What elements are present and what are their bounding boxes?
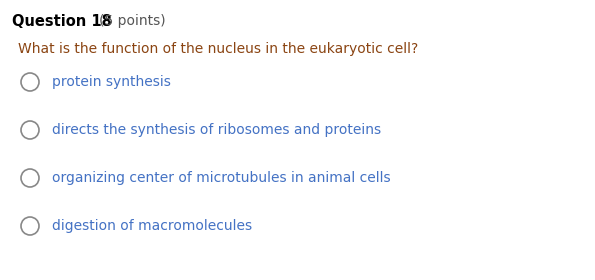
Text: protein synthesis: protein synthesis [52, 75, 171, 89]
Text: digestion of macromolecules: digestion of macromolecules [52, 219, 252, 233]
Text: Question 18: Question 18 [12, 14, 112, 29]
Text: (5 points): (5 points) [99, 14, 165, 28]
Ellipse shape [21, 73, 39, 91]
Text: What is the function of the nucleus in the eukaryotic cell?: What is the function of the nucleus in t… [18, 42, 418, 56]
Ellipse shape [21, 169, 39, 187]
Text: organizing center of microtubules in animal cells: organizing center of microtubules in ani… [52, 171, 391, 185]
Text: directs the synthesis of ribosomes and proteins: directs the synthesis of ribosomes and p… [52, 123, 381, 137]
Ellipse shape [21, 121, 39, 139]
Ellipse shape [21, 217, 39, 235]
